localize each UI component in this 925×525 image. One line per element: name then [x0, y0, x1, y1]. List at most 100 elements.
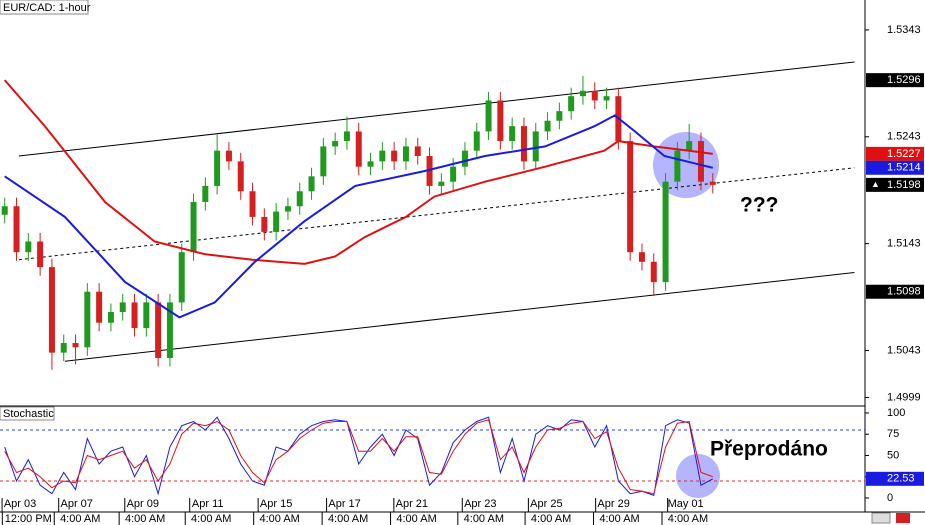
candle-body — [84, 291, 91, 348]
candle-body — [1, 206, 8, 215]
candle-body — [391, 150, 398, 162]
candle-body — [591, 90, 598, 101]
candle-body — [37, 241, 44, 268]
x-tick-label: Apr 23 — [464, 498, 496, 510]
candle-body — [296, 191, 303, 207]
scroll-button[interactable] — [871, 512, 891, 524]
price-marker — [866, 471, 924, 486]
candle-body — [332, 141, 339, 147]
x-tick-label: Apr 25 — [530, 498, 562, 510]
line — [4, 416, 714, 497]
price-marker-label: 1.5098 — [887, 286, 921, 298]
line — [64, 272, 855, 362]
line — [4, 114, 714, 319]
candle-body — [461, 150, 468, 167]
x-tick-label: Apr 17 — [328, 498, 360, 510]
x-time-label: 12:00 PM — [5, 513, 52, 525]
candle-body — [13, 206, 20, 253]
candle-body — [379, 150, 386, 162]
x-tick-label: May 01 — [668, 498, 704, 510]
candle-body — [638, 252, 645, 262]
candle-body — [131, 302, 138, 329]
x-time-label: 4:00 AM — [668, 513, 708, 525]
candle-body — [155, 302, 162, 358]
candle-body — [202, 185, 209, 202]
x-time-label: 4:00 AM — [328, 513, 368, 525]
candle-body — [237, 161, 244, 192]
candle-body — [450, 166, 457, 182]
x-time-label: 4:00 AM — [60, 513, 100, 525]
x-time-label: 4:00 AM — [125, 513, 165, 525]
line — [3, 79, 713, 265]
candle-body — [650, 261, 657, 283]
candle-body — [509, 126, 516, 142]
line — [18, 167, 855, 261]
y-tick-label: 1.5143 — [887, 238, 921, 250]
x-tick-label: Apr 09 — [127, 498, 159, 510]
y-tick-label: 0 — [887, 492, 893, 504]
candle-body — [308, 176, 315, 192]
candle-body — [709, 181, 716, 185]
x-time-label: 4:00 AM — [259, 513, 299, 525]
candle-body — [497, 100, 504, 142]
price-marker-label: 22.53 — [887, 473, 915, 485]
candle-body — [367, 161, 374, 167]
candle-body — [190, 201, 197, 253]
candle-body — [414, 146, 421, 157]
candle-body — [544, 120, 551, 132]
candle-body — [520, 126, 527, 162]
line — [18, 61, 855, 157]
x-tick-label: Apr 15 — [260, 498, 292, 510]
highlight-circle — [676, 454, 720, 498]
candle-body — [48, 267, 55, 353]
x-tick-label: Apr 29 — [597, 498, 629, 510]
price-marker-symbol: ▲ — [871, 179, 880, 189]
x-time-label: 4:00 AM — [191, 513, 231, 525]
y-tick-label: 50 — [887, 449, 899, 461]
price-marker — [866, 284, 924, 299]
candle-body — [355, 131, 362, 167]
candle-body — [674, 150, 681, 182]
candle-body — [60, 343, 67, 353]
y-tick-label: 1.5343 — [887, 24, 921, 36]
candle-body — [603, 96, 610, 101]
price-marker — [866, 146, 924, 161]
candle-body — [426, 156, 433, 186]
candle-body — [579, 90, 586, 97]
candle-body — [627, 141, 634, 253]
candle-body — [273, 211, 280, 232]
annotation: Přeprodáno — [710, 438, 828, 461]
price-marker-label: 1.5198 — [887, 179, 921, 191]
x-time-label: 4:00 AM — [599, 513, 639, 525]
y-tick-label: 1.5043 — [887, 344, 921, 356]
candle-body — [556, 111, 563, 121]
panel-title: Stochastic — [3, 408, 54, 420]
candle-body — [178, 252, 185, 303]
x-time-label: 4:00 AM — [396, 513, 436, 525]
candle-body — [568, 96, 575, 112]
title-box — [0, 0, 89, 15]
candle-body — [402, 146, 409, 162]
line — [4, 419, 713, 495]
candle-body — [532, 131, 539, 162]
x-tick-label: Apr 07 — [60, 498, 92, 510]
candle-body — [686, 141, 693, 151]
chart-title: EUR/CAD: 1-hour — [3, 2, 91, 14]
plot-layer — [0, 61, 865, 497]
title-box — [0, 406, 55, 421]
candle-body — [320, 146, 327, 177]
scroll-button[interactable] — [896, 513, 910, 523]
x-tick-label: Apr 21 — [396, 498, 428, 510]
x-tick-label: Apr 11 — [192, 498, 224, 510]
candle-body — [261, 216, 268, 232]
candle-body — [119, 302, 126, 313]
y-tick-label: 100 — [887, 407, 905, 419]
price-marker — [866, 177, 924, 192]
candle-body — [284, 206, 291, 212]
price-marker — [866, 160, 924, 175]
price-marker-label: 1.5214 — [887, 162, 921, 174]
price-marker-label: 1.5227 — [887, 148, 921, 160]
candle-body — [249, 191, 256, 217]
